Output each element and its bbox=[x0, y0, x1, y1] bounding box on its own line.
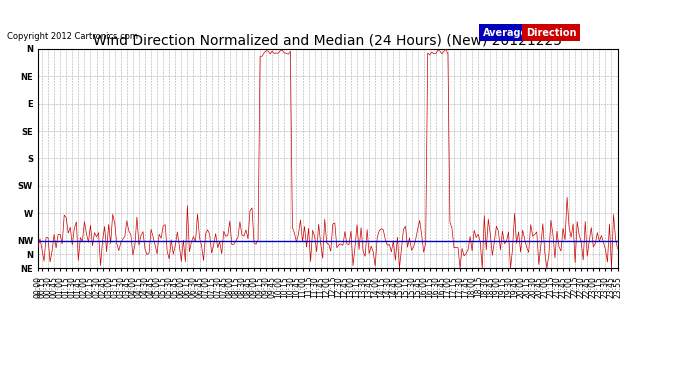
Text: Copyright 2012 Cartronics.com: Copyright 2012 Cartronics.com bbox=[7, 32, 138, 41]
Text: Direction: Direction bbox=[526, 28, 576, 38]
Text: Average: Average bbox=[483, 28, 528, 38]
Title: Wind Direction Normalized and Median (24 Hours) (New) 20121225: Wind Direction Normalized and Median (24… bbox=[93, 34, 562, 48]
